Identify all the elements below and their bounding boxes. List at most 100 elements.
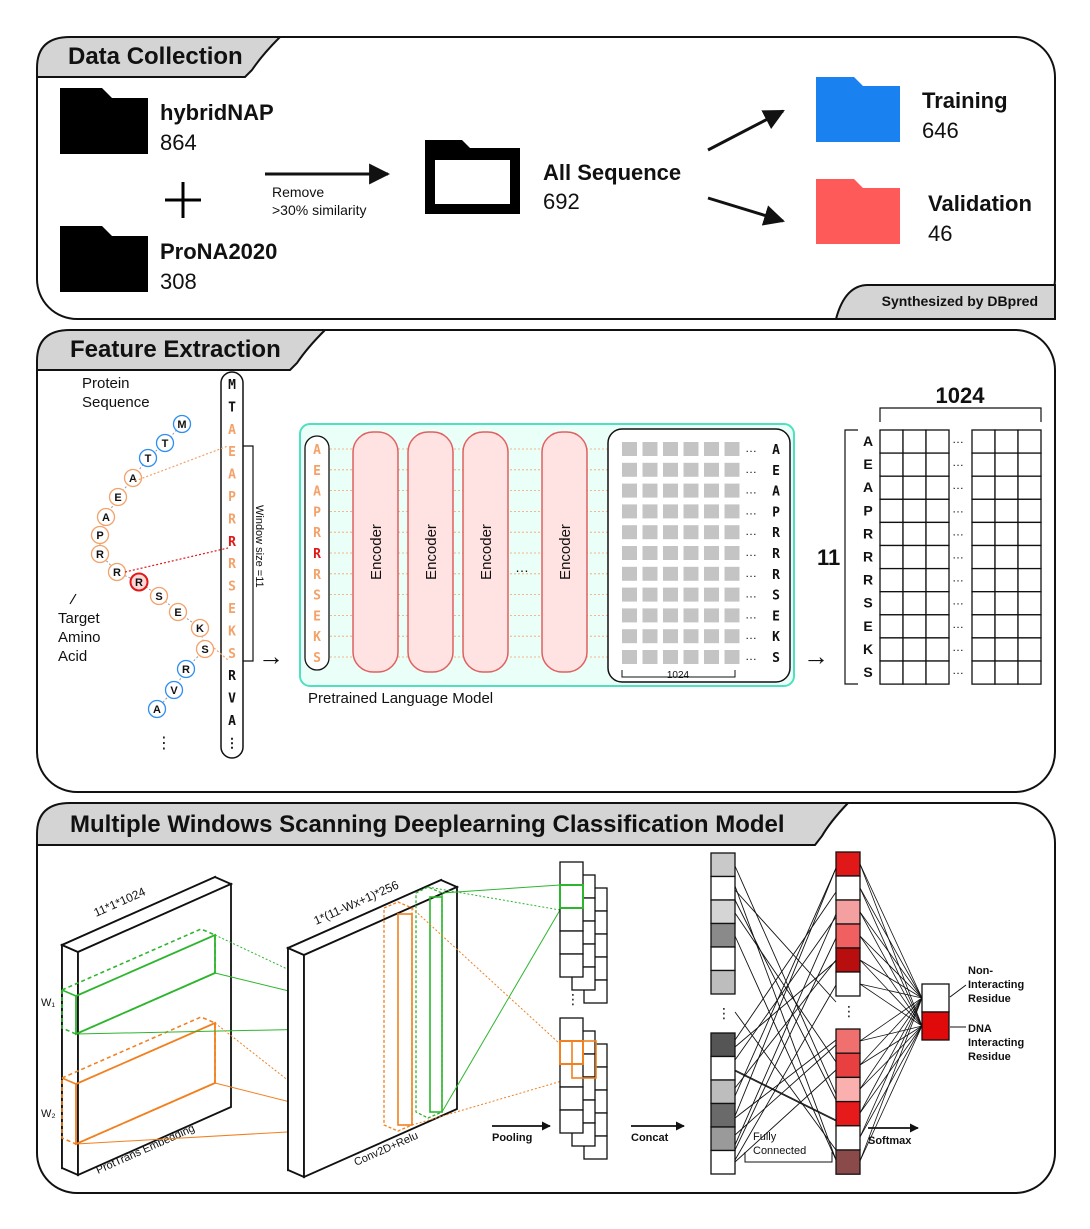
plm-output-letter: P — [772, 505, 780, 520]
fc-cell — [835, 875, 861, 901]
embedding-cell — [704, 442, 719, 456]
pool-highlight — [571, 1040, 597, 1079]
sequence-letter: R — [228, 512, 236, 527]
residue-letter: A — [153, 704, 161, 716]
fc-link — [734, 889, 837, 1003]
fully-connected-lines — [734, 865, 837, 1163]
embedding-cell — [663, 587, 678, 602]
softmax-link — [859, 959, 923, 999]
plm-input-letter: R — [313, 568, 321, 583]
embedding-cell — [724, 566, 740, 581]
encoder-label: Encoder — [478, 524, 495, 580]
w1-label: W₁ — [41, 997, 55, 1009]
concat-cell — [710, 1032, 736, 1058]
plm-input-letter: R — [313, 547, 321, 562]
residue-letter: P — [96, 530, 103, 542]
classification-panel: Multiple Windows Scanning Deeplearning C… — [36, 802, 1056, 1194]
plm-output-letter: E — [772, 609, 780, 624]
fc-link — [734, 1070, 837, 1122]
embedding-cell — [724, 525, 740, 540]
output-vector — [921, 983, 950, 1041]
embedding-cell — [724, 504, 740, 519]
sequence-letter: T — [228, 400, 236, 415]
plm-input-column — [304, 435, 330, 671]
matrix-cell — [994, 637, 1019, 662]
embedding-cell — [663, 483, 678, 498]
window-bracket — [243, 445, 254, 662]
embedding-cell — [663, 442, 678, 456]
fc-cell — [835, 1125, 861, 1151]
embedding-cell — [683, 442, 699, 456]
embedding-cell — [622, 566, 637, 581]
matrix-cell — [971, 614, 996, 639]
sequence-letter: M — [228, 378, 236, 393]
matrix-cell — [971, 521, 996, 547]
row-ellipsis: … — [745, 649, 757, 663]
matrix-row-letter: E — [863, 456, 872, 472]
sequence-letter: A — [228, 423, 236, 438]
pool-cell — [559, 861, 584, 886]
matrix-cell — [925, 429, 950, 454]
embedding-cell — [683, 525, 699, 540]
matrix-ellipsis: … — [952, 432, 964, 446]
training-arrow — [707, 109, 785, 152]
matrix-cell — [879, 452, 904, 477]
embedding-cell — [642, 629, 658, 644]
softmax-link — [859, 983, 923, 1027]
matrix-rows-label: 11 — [817, 545, 840, 570]
matrix-cell — [1017, 660, 1042, 685]
row-ellipsis: … — [745, 503, 757, 517]
matrix-ellipsis: … — [952, 455, 964, 469]
footer-label: Synthesized by DBpred — [882, 293, 1038, 309]
concat-cell — [710, 1079, 736, 1105]
target-connector — [124, 547, 229, 573]
plm-output-letter: R — [772, 526, 780, 541]
matrix-ellipsis: … — [952, 524, 964, 538]
embedding-cell — [683, 483, 699, 498]
matrix-cell — [879, 614, 904, 639]
matrix-cell — [925, 614, 950, 639]
softmax-link — [859, 997, 923, 1114]
all-sequence-label: All Sequence — [543, 160, 681, 185]
softmax-link — [859, 997, 923, 1162]
matrix-ellipsis: … — [952, 663, 964, 677]
arrow-to-plm: → — [258, 641, 284, 671]
encoder-block — [462, 431, 509, 673]
residue-letter: R — [113, 567, 121, 579]
matrix-row-letter: S — [863, 595, 872, 611]
matrix-cell — [1017, 498, 1042, 524]
plm-output-letter: R — [772, 568, 780, 583]
fc-link — [734, 1044, 837, 1136]
training-label: Training — [922, 88, 1008, 113]
residue-letter: E — [174, 607, 181, 619]
plm-output-letter: R — [772, 547, 780, 562]
target-label-1: Target — [58, 610, 101, 627]
plus-icon — [165, 182, 201, 218]
matrix-cell — [925, 544, 950, 570]
matrix-cell — [879, 637, 904, 662]
plm-output-letter: K — [772, 630, 780, 645]
matrix-cell — [902, 591, 927, 616]
matrix-row-letter: A — [863, 433, 873, 449]
window-size-label: Window size =11 — [253, 505, 265, 588]
fc-cell — [835, 1052, 861, 1079]
fc-cell — [835, 923, 861, 949]
residue-letter: T — [162, 438, 169, 450]
prona2020-folder-icon — [60, 226, 148, 292]
training-count: 646 — [922, 118, 959, 143]
prona2020-label: ProNA2020 — [160, 239, 277, 264]
matrix-cell — [1017, 452, 1042, 477]
hybridnap-label: hybridNAP — [160, 100, 274, 125]
embedding-cell — [622, 546, 637, 560]
footer-tab — [834, 284, 1056, 320]
pool-cell — [559, 1086, 584, 1111]
fc-cell — [835, 1076, 861, 1103]
residue-circle — [138, 448, 158, 468]
matrix-row-letter: R — [863, 572, 873, 588]
concat-vector — [710, 852, 736, 1175]
matrix-cell — [1017, 429, 1042, 454]
non-interacting-pointer — [949, 984, 967, 998]
matrix-ellipsis: … — [952, 617, 964, 631]
embedding-cell — [704, 525, 719, 540]
